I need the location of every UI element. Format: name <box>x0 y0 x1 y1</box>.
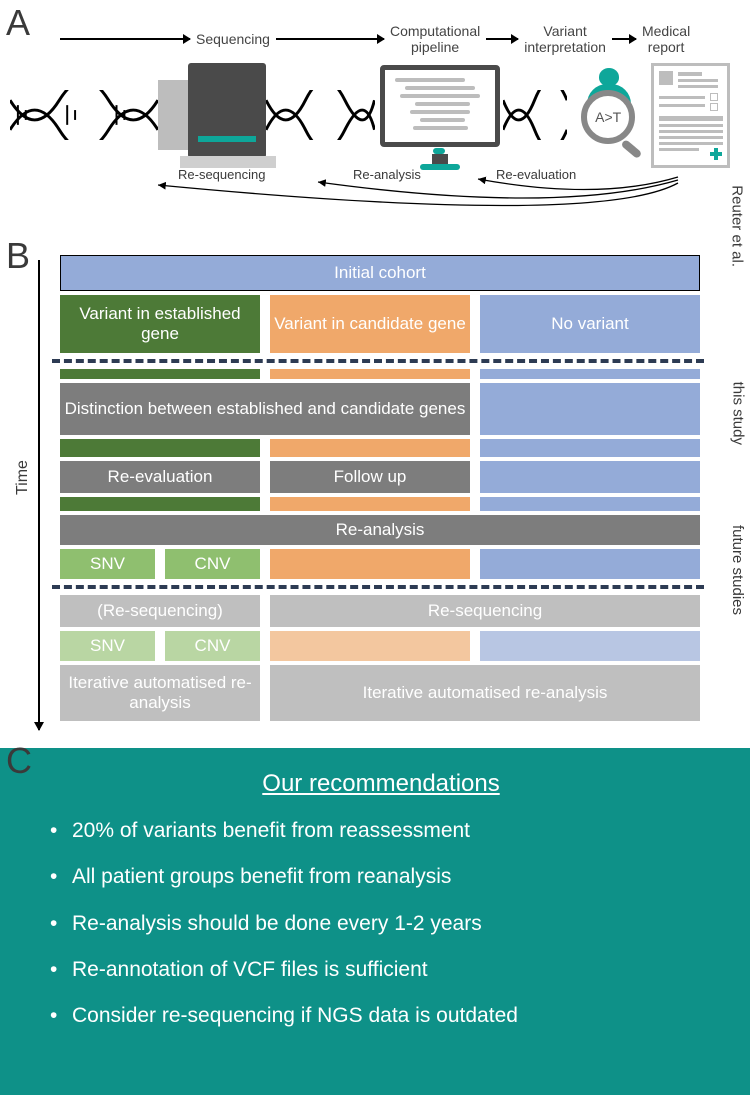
dashed-divider <box>52 359 704 363</box>
dna-icon <box>10 90 158 140</box>
timeline-cell <box>480 497 700 511</box>
recommendation-item: Re-analysis should be done every 1-2 yea… <box>50 911 712 937</box>
right-label-reuter: Reuter et al. <box>729 185 746 267</box>
timeline-cell: CNV <box>165 549 260 579</box>
timeline-cell <box>270 369 470 379</box>
timeline-cell <box>480 631 700 661</box>
timeline-row: Variant in established geneVariant in ca… <box>60 295 700 353</box>
variant-text: A>T <box>595 109 621 125</box>
dna-icon <box>503 90 567 140</box>
timeline-row: Initial cohort <box>60 255 700 291</box>
timeline-cell <box>270 549 470 579</box>
arrow-icon <box>612 38 636 40</box>
timeline-cell <box>60 497 260 511</box>
dashed-divider <box>52 585 704 589</box>
panel-b: B Time Reuter et al. this study future s… <box>0 235 750 740</box>
medical-report-icon <box>651 63 730 168</box>
timeline-cell <box>60 369 260 379</box>
panel-a: A Sequencing Computational pipeline Vari… <box>0 0 750 235</box>
dna-icon <box>266 90 374 140</box>
timeline-row: SNV CNV <box>60 549 700 579</box>
timeline-row: SNV CNV <box>60 631 700 661</box>
timeline-cell <box>480 383 700 435</box>
timeline-cell: Initial cohort <box>60 255 700 291</box>
monitor-icon <box>375 60 503 170</box>
recommendations-title: Our recommendations <box>50 770 712 798</box>
figure: A Sequencing Computational pipeline Vari… <box>0 0 750 1097</box>
recommendation-item: Consider re-sequencing if NGS data is ou… <box>50 1003 712 1029</box>
timeline-cell: SNV <box>60 631 155 661</box>
timeline-cell <box>60 439 260 457</box>
timeline-row: Re-analysis <box>60 515 700 545</box>
timeline-cell <box>270 439 470 457</box>
variant-interpretation-icon: A>T <box>567 68 651 163</box>
timeline-row <box>60 497 700 511</box>
timeline-cell <box>480 549 700 579</box>
arrow-icon <box>486 38 518 40</box>
timeline-cell: CNV <box>165 631 260 661</box>
timeline-row <box>60 369 700 379</box>
back-arrows-icon <box>138 179 698 223</box>
panel-c: C Our recommendations 20% of variants be… <box>0 740 750 1097</box>
timeline-row <box>60 439 700 457</box>
timeline-cell: No variant <box>480 295 700 353</box>
timeline-row: (Re-sequencing) Re-sequencing <box>60 595 700 627</box>
panel-a-label: A <box>6 2 30 44</box>
panel-b-label: B <box>6 235 30 277</box>
timeline-cell: (Re-sequencing) <box>60 595 260 627</box>
right-label-this-study: this study <box>729 382 746 445</box>
timeline-cell: Re-analysis <box>60 515 700 545</box>
recommendation-item: Re-annotation of VCF files is sufficient <box>50 957 712 983</box>
timeline-cell: SNV <box>60 549 155 579</box>
panel-b-grid: Initial cohort Variant in established gen… <box>60 255 700 725</box>
arrow-icon <box>276 38 384 40</box>
recommendation-item: All patient groups benefit from reanalys… <box>50 864 712 890</box>
recommendations-box: Our recommendations 20% of variants bene… <box>0 748 750 1095</box>
timeline-cell <box>270 497 470 511</box>
panel-a-steps-row: Sequencing Computational pipeline Varian… <box>60 25 730 53</box>
recommendation-item: 20% of variants benefit from reassessmen… <box>50 818 712 844</box>
right-label-future: future studies <box>729 525 746 615</box>
step-interpretation: Variant interpretation <box>518 23 612 55</box>
panel-a-back-arrows: Re-sequencing Re-analysis Re-evaluation <box>148 167 710 219</box>
step-pipeline: Computational pipeline <box>384 23 486 55</box>
timeline-cell: Re-evaluation <box>60 461 260 493</box>
timeline-cell: Re-sequencing <box>270 595 700 627</box>
recommendations-list: 20% of variants benefit from reassessmen… <box>50 818 712 1029</box>
timeline-cell: Follow up <box>270 461 470 493</box>
timeline-cell: Variant in established gene <box>60 295 260 353</box>
timeline-cell <box>480 369 700 379</box>
timeline-cell: Iterative automatised re-analysis <box>270 665 700 721</box>
panel-a-icons-row: A>T <box>10 55 730 175</box>
time-arrow-icon <box>38 260 40 730</box>
time-axis-label: Time <box>14 460 32 495</box>
timeline-cell <box>270 631 470 661</box>
timeline-row: Distinction between established and cand… <box>60 383 700 435</box>
timeline-row: Re-evaluation Follow up <box>60 461 700 493</box>
panel-c-label: C <box>6 740 32 782</box>
timeline-cell: Iterative automatised re-analysis <box>60 665 260 721</box>
timeline-cell <box>480 439 700 457</box>
arrow-icon <box>60 38 190 40</box>
timeline-row: Iterative automatised re-analysisIterati… <box>60 665 700 721</box>
step-report: Medical report <box>636 23 696 55</box>
timeline-cell: Variant in candidate gene <box>270 295 470 353</box>
timeline-cell <box>480 461 700 493</box>
sequencer-icon <box>158 63 266 168</box>
timeline-cell: Distinction between established and cand… <box>60 383 470 435</box>
step-sequencing: Sequencing <box>190 31 276 47</box>
